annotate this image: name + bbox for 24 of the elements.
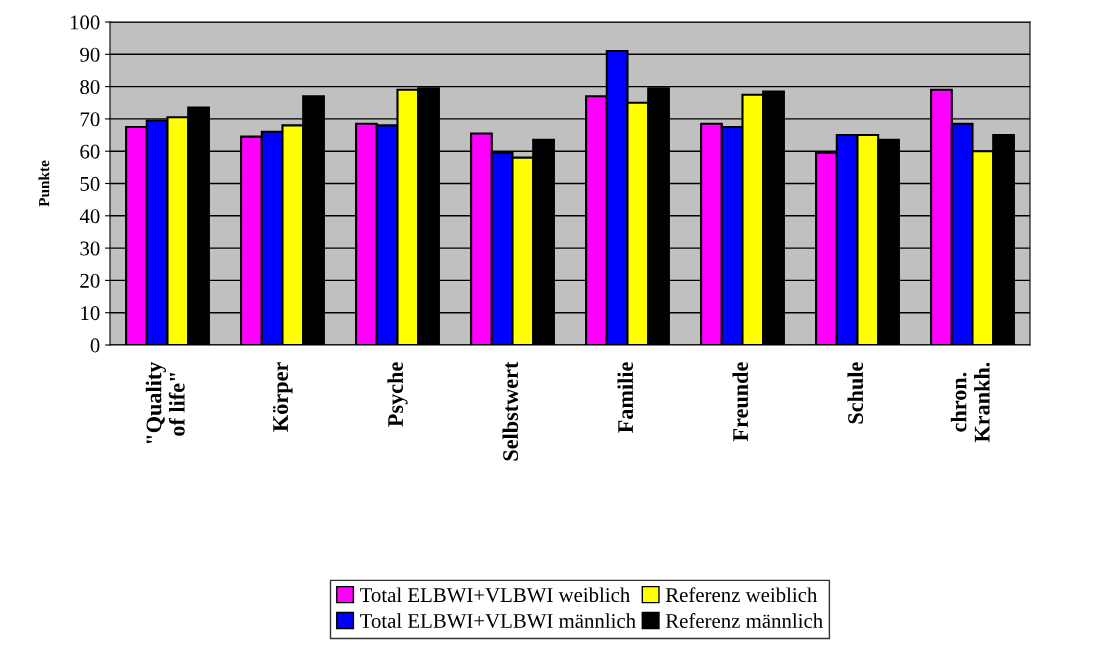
- x-tick-label: Familie: [617, 362, 634, 433]
- x-tick-label: Körper: [272, 362, 293, 432]
- x-tick-label: "Quality of life": [145, 361, 185, 444]
- y-tick-label: 10: [81, 306, 100, 321]
- x-tick-label: Freunde: [732, 362, 749, 442]
- y-tick-label: 30: [80, 241, 100, 256]
- y-tick-label: 20: [80, 273, 100, 288]
- y-tick-label: 100: [70, 15, 100, 30]
- y-tick-label: 80: [80, 79, 100, 95]
- y-axis-title: Punkte: [38, 160, 50, 207]
- y-tick-label: 40: [79, 209, 100, 224]
- y-tick-label: 50: [80, 176, 100, 191]
- y-tick-label: 60: [80, 144, 100, 159]
- legend-label: Referenz weiblich: [665, 587, 818, 603]
- y-tick-label: 90: [80, 47, 100, 62]
- x-tick-label: Selbstwert: [502, 361, 519, 461]
- legend-label: Total ELBWI+VLBWI weiblich: [360, 587, 631, 603]
- y-tick-label: 70: [80, 112, 100, 127]
- x-tick-label: Schule: [847, 362, 864, 424]
- x-tick-label: chron. Krankh.: [950, 362, 990, 443]
- y-tick-label: 0: [90, 338, 100, 353]
- x-tick-label: Psyche: [387, 362, 408, 427]
- legend-label: Total ELBWI+VLBWI männlich: [360, 613, 636, 629]
- legend-label: Referenz männlich: [665, 613, 823, 628]
